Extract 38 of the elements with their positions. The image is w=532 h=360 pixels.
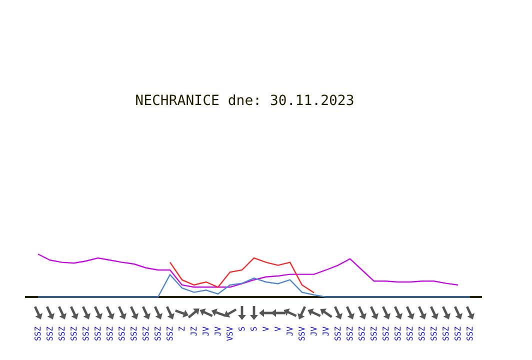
x-tick-label: SSZ (130, 326, 139, 342)
x-tick-label: VSV (226, 326, 235, 342)
x-tick-label: JV (214, 326, 223, 336)
x-tick-label: S (238, 326, 247, 332)
x-tick-label: SSZ (70, 326, 79, 342)
x-tick-label: JV (310, 326, 319, 336)
x-tick-label: SSZ (34, 326, 43, 342)
x-tick-label: SSZ (46, 326, 55, 342)
x-tick-label: SSZ (118, 326, 127, 342)
x-tick-label: SSZ (142, 326, 151, 342)
x-tick-label: JV (202, 326, 211, 336)
x-tick-label: SSZ (394, 326, 403, 342)
x-tick-label: V (274, 326, 283, 332)
x-tick-label: SSZ (358, 326, 367, 342)
x-tick-label: SSZ (346, 326, 355, 342)
x-tick-label: SSZ (154, 326, 163, 342)
x-tick-label: SSZ (430, 326, 439, 342)
x-tick-label: SSZ (466, 326, 475, 342)
x-tick-label: SSZ (166, 326, 175, 342)
x-tick-label: SSZ (406, 326, 415, 342)
x-tick-label: SSZ (334, 326, 343, 342)
x-tick-label: V (262, 326, 271, 332)
x-tick-label: SSZ (106, 326, 115, 342)
chart-title: NECHRANICE dne: 30.11.2023 (135, 92, 354, 109)
x-tick-label: JV (286, 326, 295, 336)
x-tick-label: SSZ (58, 326, 67, 342)
x-tick-label: SSZ (370, 326, 379, 342)
x-tick-label: SSZ (418, 326, 427, 342)
x-tick-label: SSZ (454, 326, 463, 342)
x-tick-label: SSZ (94, 326, 103, 342)
x-tick-label: Z (178, 326, 187, 332)
x-tick-label: JV (322, 326, 331, 336)
x-tick-label: JZ (190, 326, 199, 336)
x-tick-label: SSV (298, 326, 307, 342)
x-tick-label: SSZ (442, 326, 451, 342)
x-tick-label: SSZ (382, 326, 391, 342)
x-tick-label: S (250, 326, 259, 332)
x-tick-label: SSZ (82, 326, 91, 342)
